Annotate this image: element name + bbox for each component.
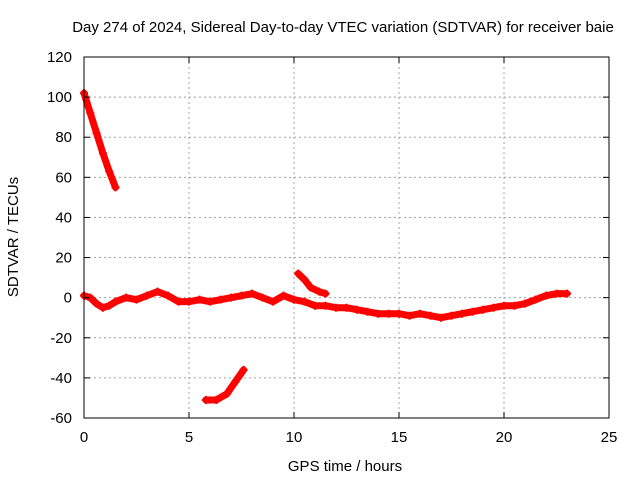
data-point <box>416 309 424 318</box>
x-tick-label: 25 <box>601 429 618 446</box>
data-point <box>363 307 372 316</box>
data-point <box>321 301 330 310</box>
axis-ticks: 0 5 10 15 20 25 -60 -40 -20 0 20 40 60 80 100 120 <box>47 49 617 446</box>
data-point <box>164 291 172 300</box>
data-point <box>195 295 204 304</box>
series-negative-arc <box>201 365 248 404</box>
data-point <box>353 305 361 314</box>
x-tick-label: 15 <box>391 429 408 446</box>
data-point <box>290 295 298 304</box>
data-point <box>426 311 435 320</box>
x-tick-label: 10 <box>286 429 303 446</box>
data-point <box>279 291 288 300</box>
data-point <box>231 377 240 386</box>
data-point <box>98 149 107 158</box>
data-point <box>552 289 561 298</box>
data-point <box>216 295 225 304</box>
plot-frame <box>83 56 610 419</box>
data-point <box>468 307 477 316</box>
data-point <box>300 275 309 284</box>
data-point <box>479 305 487 314</box>
data-point <box>384 309 393 318</box>
data-point <box>458 309 466 318</box>
data-point <box>510 301 519 310</box>
data-point <box>105 301 114 310</box>
x-tick-label: 20 <box>496 429 513 446</box>
series-rising-spike <box>294 269 330 298</box>
data-point <box>239 365 248 374</box>
y-tick-label: 80 <box>55 129 72 146</box>
data-point <box>111 297 120 306</box>
data-point <box>489 303 498 312</box>
data-point <box>306 283 315 292</box>
data-point <box>248 289 256 298</box>
data-point <box>315 287 324 296</box>
data-point <box>86 109 95 118</box>
y-tick-label: -20 <box>50 330 72 347</box>
data-point <box>212 395 221 404</box>
y-tick-label: 100 <box>47 89 72 106</box>
y-axis-label: SDTVAR / TECUs <box>5 177 22 297</box>
data-point <box>542 291 550 300</box>
x-tick-label: 0 <box>80 429 88 446</box>
data-point <box>563 289 571 298</box>
grid-lines <box>84 57 609 418</box>
data-point <box>92 299 101 308</box>
data-point <box>227 293 235 302</box>
data-point <box>111 183 120 192</box>
data-point <box>405 311 414 320</box>
data-point <box>237 291 246 300</box>
data-point <box>311 301 319 310</box>
y-tick-label: 0 <box>64 290 72 307</box>
series-layer <box>80 89 571 404</box>
series-band <box>294 270 329 298</box>
data-point <box>321 289 330 298</box>
data-point <box>153 287 162 296</box>
y-tick-label: 20 <box>55 250 72 267</box>
data-point <box>201 395 210 404</box>
data-point <box>500 301 508 310</box>
data-point <box>258 293 267 302</box>
y-tick-label: 40 <box>55 209 72 226</box>
data-point <box>222 389 231 398</box>
data-point <box>437 313 445 322</box>
y-tick-label: 120 <box>47 49 72 66</box>
series-band <box>202 366 248 404</box>
y-tick-label: 60 <box>55 169 72 186</box>
y-tick-label: -40 <box>50 370 72 387</box>
data-point <box>269 297 277 306</box>
data-point <box>521 299 529 308</box>
data-point <box>342 303 351 312</box>
data-point <box>447 311 456 320</box>
data-point <box>143 291 151 300</box>
series-band <box>80 89 119 191</box>
data-point <box>105 167 114 176</box>
data-point <box>98 303 107 312</box>
y-tick-label: -60 <box>50 410 72 427</box>
data-point <box>395 309 403 318</box>
data-point <box>174 297 183 306</box>
x-tick-label: 5 <box>185 429 193 446</box>
x-axis-label: GPS time / hours <box>288 458 402 475</box>
data-point <box>132 295 141 304</box>
data-point <box>185 297 193 306</box>
data-point <box>206 297 214 306</box>
data-point <box>374 309 382 318</box>
data-point <box>92 129 101 138</box>
data-point <box>294 269 303 278</box>
chart-title: Day 274 of 2024, Sidereal Day-to-day VTE… <box>72 19 614 36</box>
data-point <box>531 295 540 304</box>
data-point <box>122 293 130 302</box>
series-steep-descent <box>80 89 120 192</box>
data-point <box>300 297 309 306</box>
data-point <box>332 303 340 312</box>
